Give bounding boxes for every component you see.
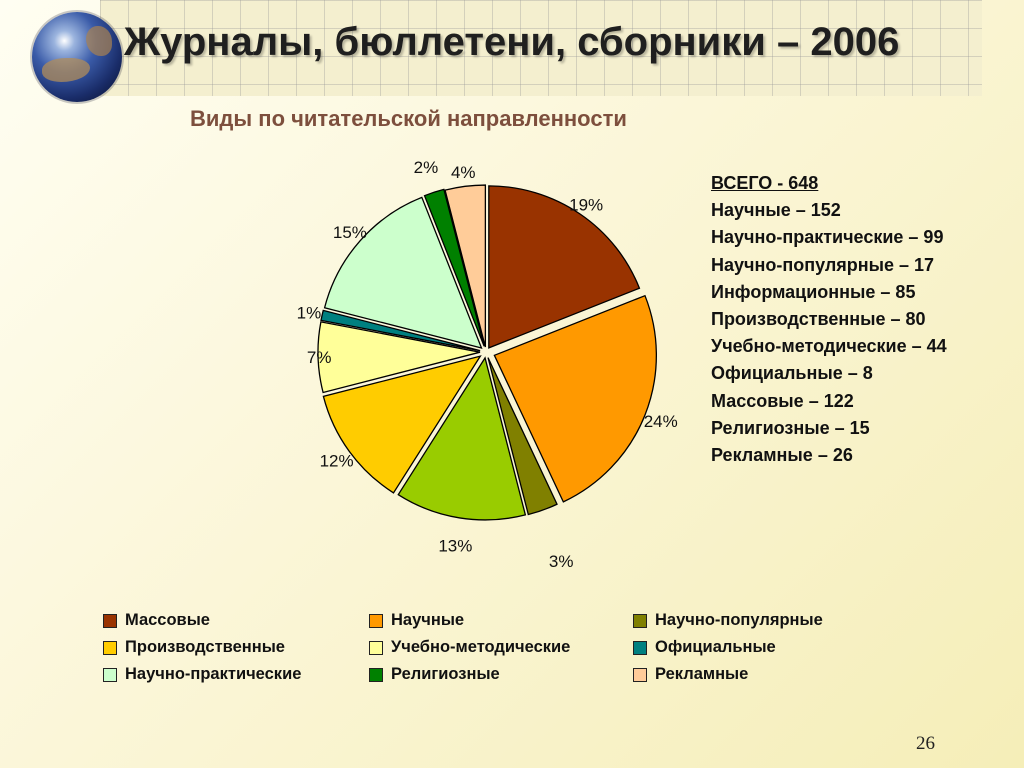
legend-label: Официальные bbox=[655, 638, 776, 656]
legend-label: Учебно-методические bbox=[391, 638, 571, 656]
pie-slice bbox=[323, 196, 483, 349]
legend-swatch bbox=[103, 667, 117, 682]
slice-label: 12% bbox=[320, 452, 354, 471]
totals-line: Религиозные – 15 bbox=[711, 417, 870, 438]
legend-item: Научно-практические bbox=[103, 665, 369, 684]
slice-label: 24% bbox=[644, 412, 678, 431]
globe-icon bbox=[32, 12, 122, 102]
slide-title: Журналы, бюллетени, сборники – 2006 bbox=[124, 20, 900, 64]
chart-legend: Массовые Научные Научно-популярные Производ… bbox=[103, 611, 883, 684]
legend-item: Официальные bbox=[633, 638, 883, 657]
slice-label: 2% bbox=[414, 158, 439, 177]
slice-label: 13% bbox=[438, 537, 472, 556]
totals-line: Научные – 152 bbox=[711, 200, 841, 221]
totals-panel: ВСЕГО - 648 Научные – 152 Научно-практич… bbox=[711, 170, 947, 469]
legend-label: Рекламные bbox=[655, 665, 749, 683]
legend-item: Научные bbox=[369, 611, 633, 630]
totals-line: Рекламные – 26 bbox=[711, 445, 853, 466]
legend-item: Производственные bbox=[103, 638, 369, 657]
legend-label: Научные bbox=[391, 611, 465, 629]
legend-swatch bbox=[369, 640, 383, 655]
legend-item: Массовые bbox=[103, 611, 369, 630]
pie-slice bbox=[493, 294, 658, 503]
legend-label: Научно-популярные bbox=[655, 611, 823, 629]
legend-swatch bbox=[633, 667, 647, 682]
page-number: 26 bbox=[916, 733, 935, 754]
pie-slice bbox=[487, 357, 558, 516]
chart-subtitle: Виды по читательской направленности bbox=[190, 106, 627, 131]
pie-slice bbox=[320, 309, 481, 352]
slice-label: 19% bbox=[569, 196, 603, 215]
legend-label: Массовые bbox=[125, 611, 210, 629]
totals-line: Массовые – 122 bbox=[711, 390, 854, 411]
totals-line: Производственные – 80 bbox=[711, 309, 926, 330]
legend-item: Рекламные bbox=[633, 665, 883, 684]
legend-item: Научно-популярные bbox=[633, 611, 883, 630]
legend-item: Религиозные bbox=[369, 665, 633, 684]
legend-swatch bbox=[633, 640, 647, 655]
slice-label: 1% bbox=[297, 303, 322, 322]
pie-slice bbox=[322, 355, 482, 494]
totals-line: Официальные – 8 bbox=[711, 363, 873, 384]
pie-slice bbox=[317, 321, 481, 394]
legend-label: Производственные bbox=[125, 638, 285, 656]
legend-swatch bbox=[369, 613, 383, 628]
slice-label: 15% bbox=[333, 223, 367, 242]
totals-line: Научно-популярные – 17 bbox=[711, 254, 935, 275]
legend-swatch bbox=[369, 667, 383, 682]
totals-total: ВСЕГО - 648 bbox=[711, 173, 819, 193]
legend-swatch bbox=[633, 613, 647, 628]
pie-chart: 19% 24% 3% 13% 12% 7% 1% 15% 2% 4% bbox=[297, 158, 678, 571]
legend-item: Учебно-методические bbox=[369, 638, 633, 657]
slice-label: 4% bbox=[451, 163, 476, 182]
pie-slice bbox=[488, 185, 641, 349]
legend-swatch bbox=[103, 640, 117, 655]
totals-line: Информационные – 85 bbox=[711, 281, 916, 302]
pie-slice bbox=[444, 184, 487, 348]
slice-label: 3% bbox=[549, 552, 574, 571]
pie-slice bbox=[423, 188, 485, 347]
totals-line: Учебно-методические – 44 bbox=[711, 336, 947, 357]
totals-line: Научно-практические – 99 bbox=[711, 227, 944, 248]
slice-label: 7% bbox=[307, 348, 332, 367]
legend-label: Религиозные bbox=[391, 665, 500, 683]
pie-slice bbox=[397, 356, 527, 521]
title-grid-band bbox=[100, 0, 982, 96]
legend-label: Научно-практические bbox=[125, 665, 302, 683]
legend-swatch bbox=[103, 613, 117, 628]
